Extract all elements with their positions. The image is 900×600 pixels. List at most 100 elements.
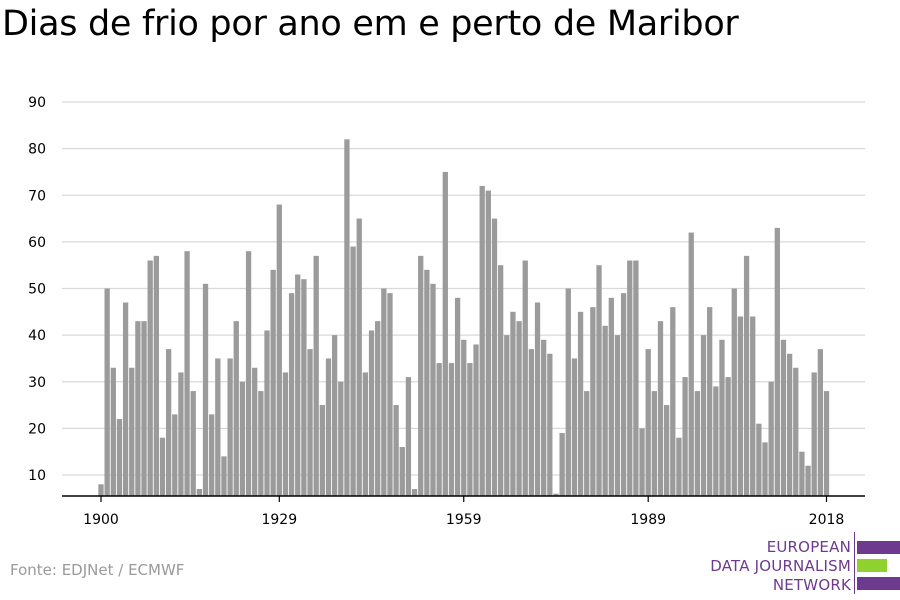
bar-1983 [608,297,614,496]
y-tick-label: 60 [28,235,46,251]
bar-1912 [172,414,178,496]
bar-1968 [516,321,522,496]
logo-bar-green-middle [857,559,887,572]
bar-2012 [786,353,793,496]
bar-1905 [129,367,135,496]
bar-2005 [743,255,750,496]
bar-1971 [534,302,541,496]
edjnet-logo: EUROPEAN DATA JOURNALISM NETWORK [640,532,900,594]
bar-1954 [430,283,436,496]
bar-1918 [209,414,215,496]
bar-1958 [454,297,461,496]
bar-1947 [387,293,393,496]
bar-1900 [98,484,104,496]
x-tick-label: 1989 [630,512,666,528]
bar-1943 [362,372,369,496]
bar-1977 [571,358,578,496]
bar-1978 [577,311,584,496]
bar-1979 [584,391,590,496]
bar-1986 [627,260,633,496]
x-tick-label: 1959 [446,512,482,528]
bar-1963 [485,190,491,496]
x-axis: 1900 1929 1959 1989 2018 [62,495,865,528]
bar-1940 [344,139,350,497]
bar-1990 [651,391,657,496]
bar-1915 [190,391,196,496]
bar-1956 [442,171,448,496]
y-tick-label: 50 [28,282,46,298]
bar-1991 [657,321,664,496]
bar-2002 [725,377,731,496]
bar-1925 [252,367,258,496]
bar-1913 [178,372,184,496]
bar-1920 [221,456,227,496]
bar-1921 [227,358,233,496]
chart-title: Dias de frio por ano em e perto de Marib… [2,4,739,44]
bar-1942 [356,218,362,496]
bar-1932 [295,274,301,496]
bar-1939 [338,381,344,496]
bar-1901 [104,288,110,496]
y-tick-label: 90 [28,95,46,111]
bar-1985 [620,293,627,496]
bar-1937 [325,358,332,496]
bar-1974 [553,493,559,496]
bar-1950 [405,377,412,496]
bar-2000 [713,386,719,496]
source-note: Fonte: EDJNet / ECMWF [10,561,185,579]
bar-1952 [418,255,424,496]
logo-line-european: EUROPEAN [766,538,851,556]
bar-2017 [817,349,823,496]
bar-1926 [258,391,264,496]
bar-1936 [319,405,325,496]
bar-1970 [528,349,535,496]
bar-1998 [700,335,707,497]
bar-1975 [559,433,565,496]
bar-1928 [270,269,276,496]
bar-1902 [110,367,116,496]
bar-1955 [436,363,442,496]
logo-bar-purple-bottom [857,577,900,590]
bar-1957 [448,363,455,496]
bar-1984 [614,335,621,497]
bar-1930 [282,372,289,496]
bar-1959 [461,339,467,496]
bar-1972 [541,339,547,496]
bar-1910 [159,437,166,496]
logo-line-data-journalism: DATA JOURNALISM [710,557,851,575]
bar-1967 [510,311,516,496]
bar-2014 [799,451,805,496]
bar-1964 [491,218,498,496]
bar-1989 [645,349,651,496]
bar-1923 [239,381,246,496]
bar-1904 [122,302,129,496]
bars [98,139,830,497]
logo-bar-purple-top [857,541,900,554]
bar-1916 [196,488,203,496]
x-tick-label: 1900 [83,512,119,528]
y-tick-label: 40 [28,328,46,344]
bar-1999 [707,307,713,496]
bar-chart: 10 20 30 40 50 60 70 80 90 1900 1929 1959 1989 2018 [28,95,865,528]
bar-1997 [694,391,701,496]
bar-1949 [399,447,405,496]
bar-1929 [276,204,282,496]
bar-1946 [381,288,387,496]
bar-1953 [424,269,430,496]
bar-1945 [375,321,381,496]
bar-1981 [596,265,602,496]
bar-1914 [184,251,190,496]
bar-1909 [153,255,159,496]
bar-1992 [664,405,670,496]
bar-1935 [313,255,319,496]
bar-2006 [750,316,756,496]
bar-1908 [147,260,153,496]
x-tick-label: 1929 [261,512,297,528]
bar-2001 [719,339,725,496]
bar-2004 [737,316,744,496]
bar-1973 [547,353,553,496]
bar-2016 [811,372,817,496]
bar-1906 [135,321,141,496]
bar-1933 [301,279,307,496]
y-tick-label: 30 [28,375,46,391]
